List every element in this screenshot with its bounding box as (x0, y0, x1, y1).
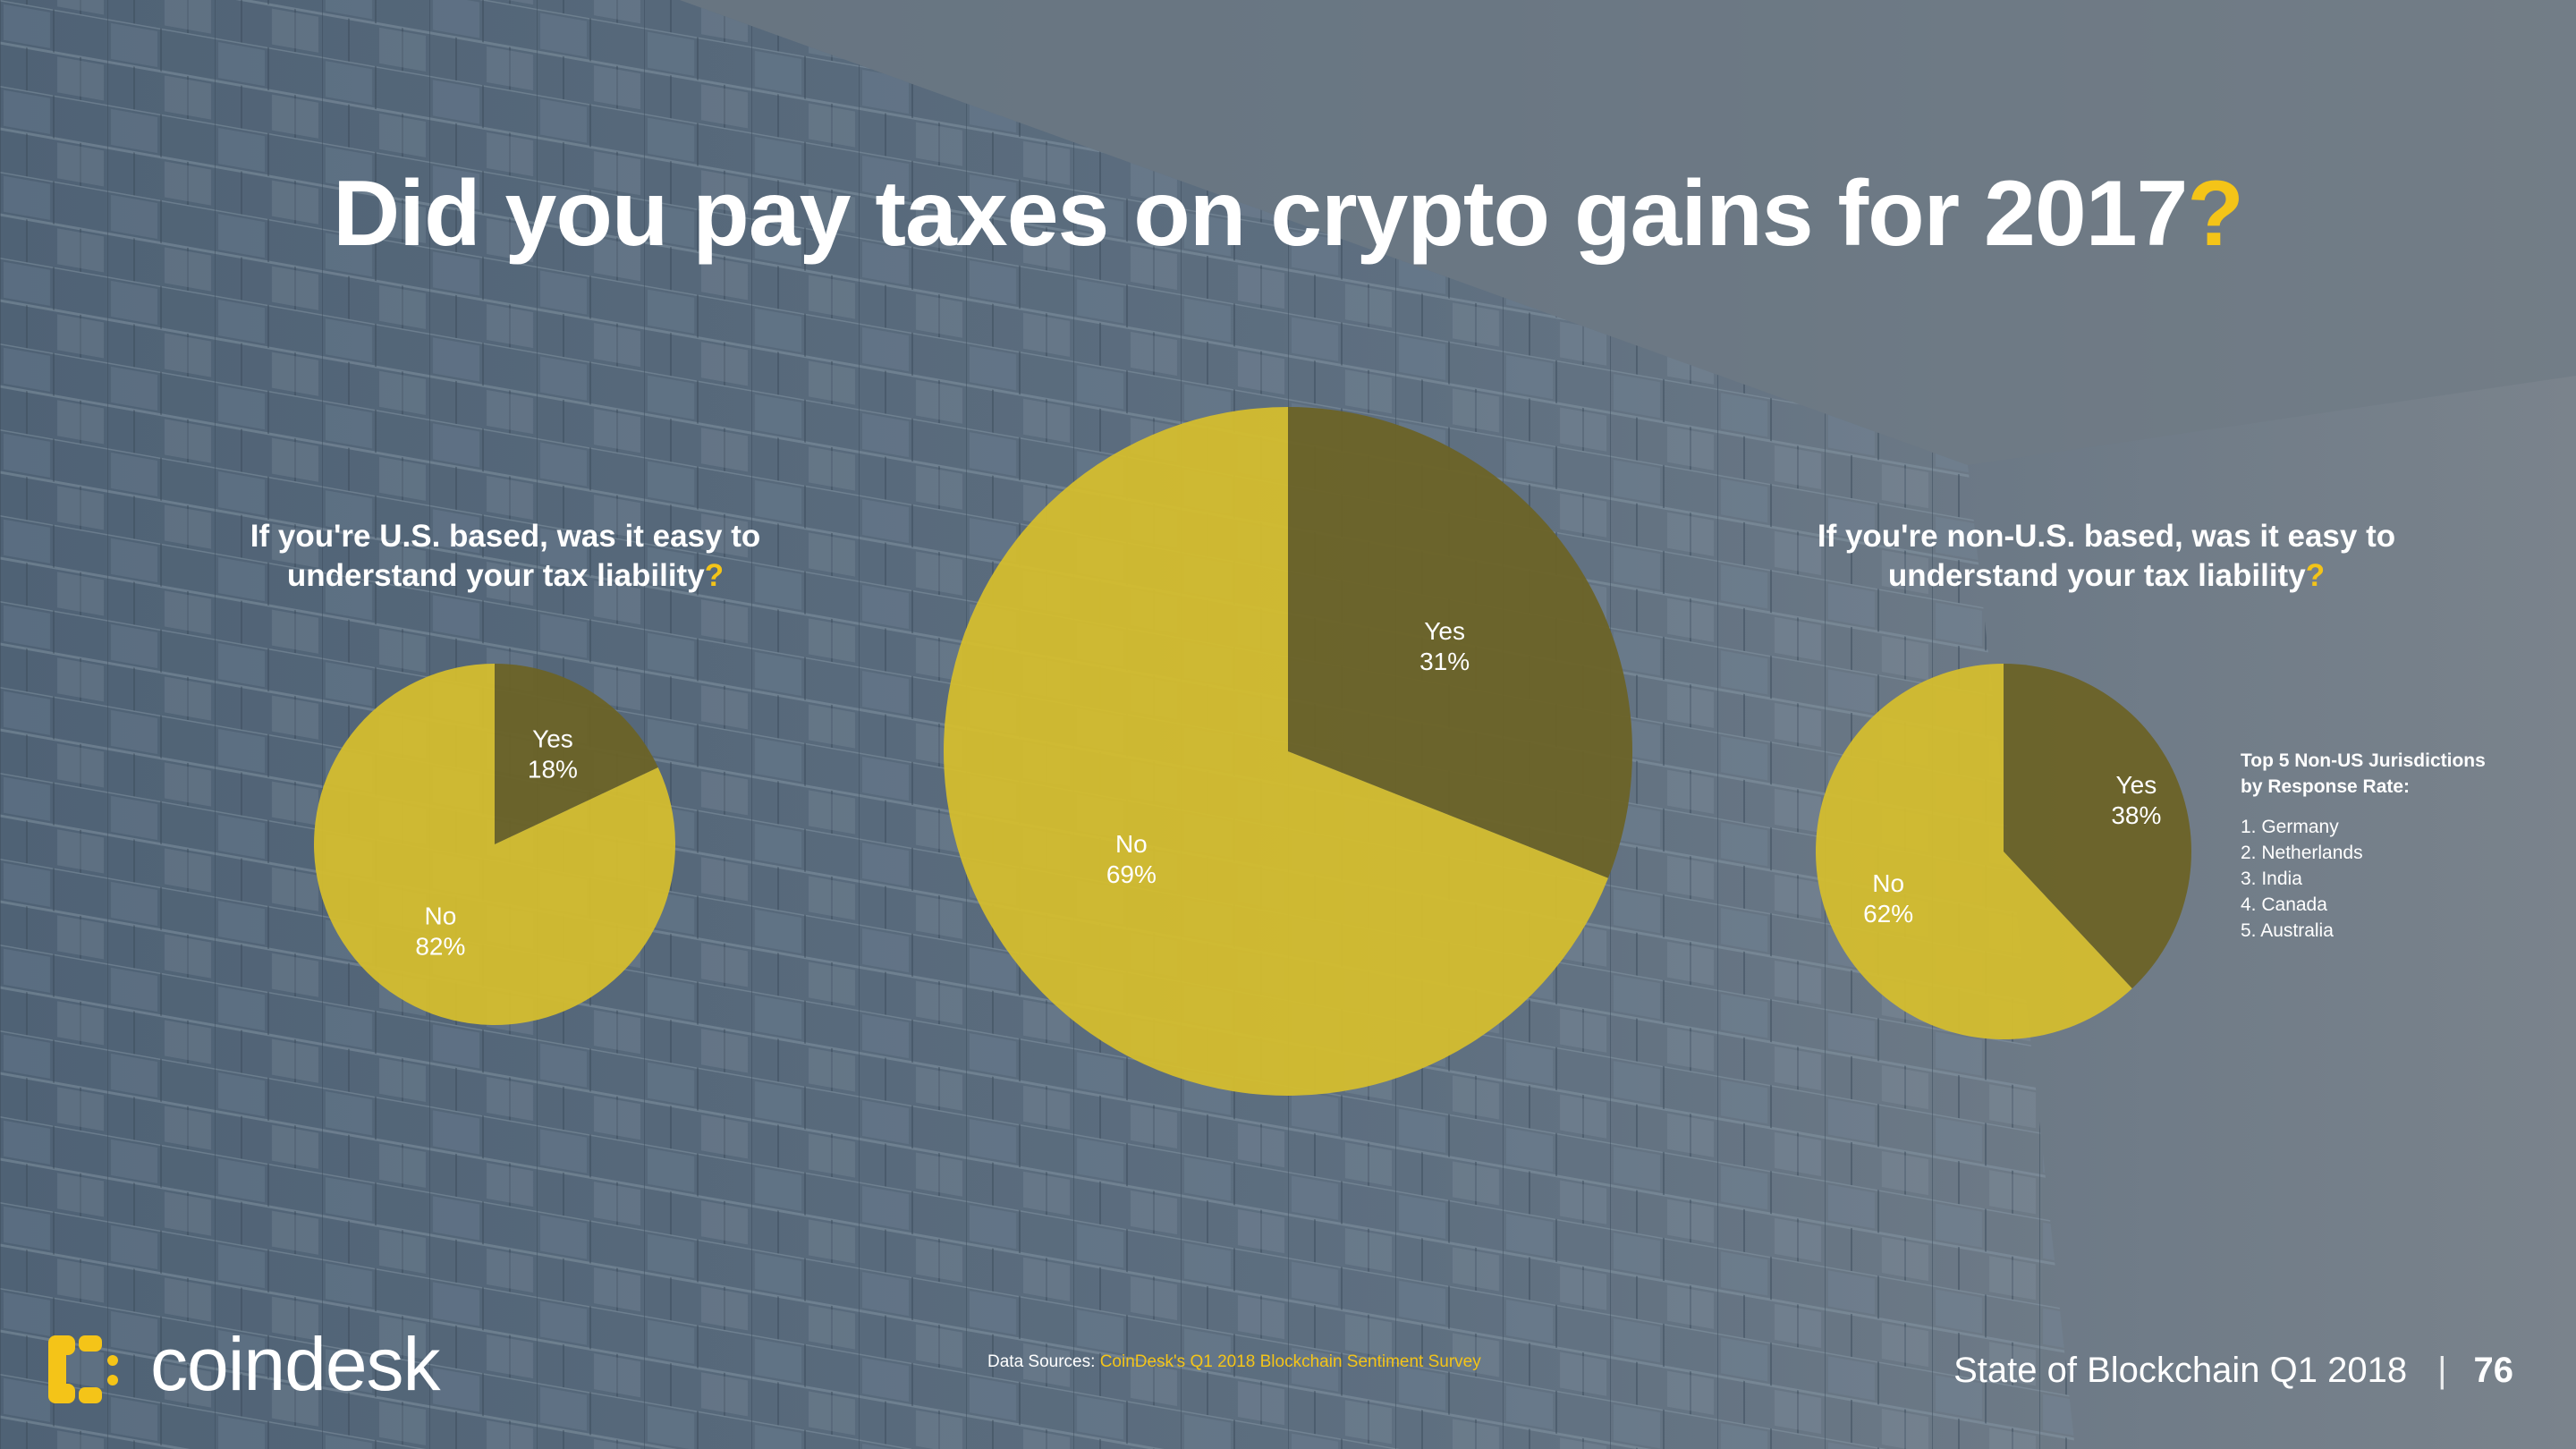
pie-slice-value: 62% (1863, 900, 1913, 928)
top-jurisdictions-list: Top 5 Non-US Jurisdictions by Response R… (2241, 748, 2545, 944)
pie-slice-label: No (1115, 830, 1148, 858)
pie-slice-value: 18% (528, 756, 578, 784)
coindesk-logo-icon (48, 1335, 118, 1403)
jurisdiction-item: 3. India (2241, 869, 2302, 889)
page-number: 76 (2473, 1351, 2514, 1390)
coindesk-wordmark: coindesk (150, 1322, 441, 1406)
pie-slice-value: 69% (1106, 860, 1157, 888)
report-name: State of Blockchain Q1 2018 (1953, 1351, 2408, 1390)
pie-slice-label: Yes (2116, 771, 2157, 799)
pie-slice-no (1816, 664, 2132, 1039)
jurisdiction-item: 1. Germany (2241, 817, 2339, 837)
pie-slice-yes (2004, 664, 2191, 989)
pie-slice-value: 38% (2111, 801, 2161, 829)
data-source: Data Sources: CoinDesk's Q1 2018 Blockch… (987, 1352, 1481, 1371)
pie-slice-no (313, 664, 675, 1025)
source-link[interactable]: CoinDesk's Q1 2018 Blockchain Sentiment … (1099, 1352, 1481, 1371)
pie-slice-value: 82% (415, 933, 465, 961)
pie-slice-no (944, 407, 1608, 1096)
pie-slice-yes (1288, 407, 1632, 878)
pie-slice-label: Yes (532, 725, 573, 753)
jurisdiction-item: 5. Australia (2241, 920, 2334, 941)
non-us-question-subtitle: If you're non-U.S. based, was it easy to… (1817, 519, 2396, 593)
pie-slice-label: No (424, 902, 456, 930)
jurisdiction-item: 4. Canada (2241, 894, 2327, 915)
pie-slice-yes (495, 664, 658, 844)
jurisdiction-item: 2. Netherlands (2241, 843, 2363, 863)
footer: State of Blockchain Q1 2018 | 76 (1953, 1351, 2514, 1390)
us-pie: Yes 18% No 82% (313, 664, 675, 1025)
pie-slice-label: No (1872, 869, 1904, 897)
page-title: Did you pay taxes on crypto gains for 20… (333, 162, 2244, 266)
pie-slice-label: Yes (1424, 617, 1465, 645)
pie-slice-value: 31% (1419, 648, 1470, 675)
jurisdictions-title: Top 5 Non-US Jurisdictions by Response R… (2241, 750, 2486, 797)
us-question-subtitle: If you're U.S. based, was it easy to und… (250, 519, 761, 593)
